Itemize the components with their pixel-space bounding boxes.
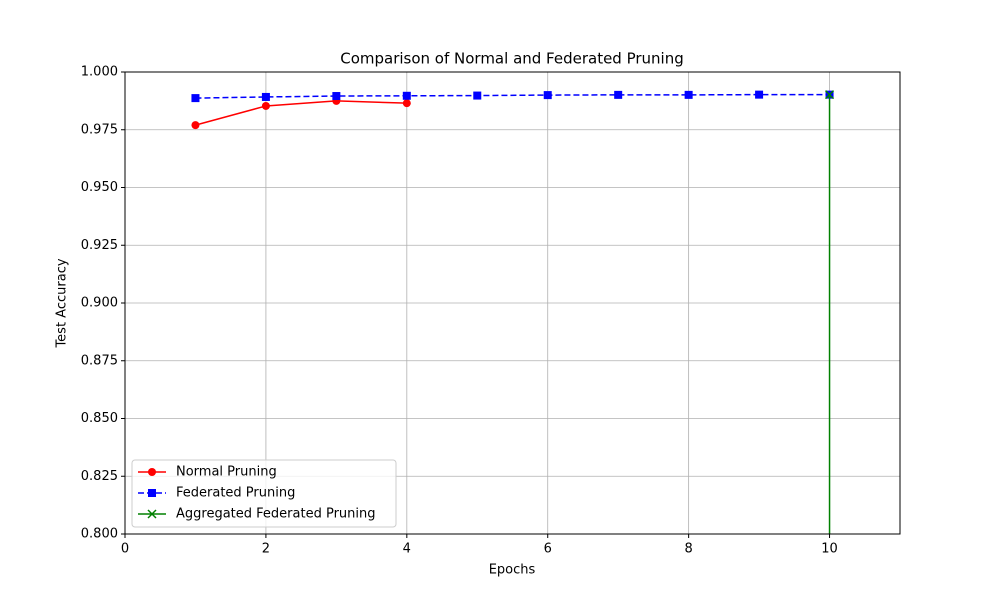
y-tick-label: 0.800 — [81, 527, 118, 542]
x-tick-label: 10 — [821, 542, 838, 557]
point — [614, 90, 623, 99]
point — [684, 90, 693, 99]
x-tick-label: 2 — [262, 542, 270, 557]
point — [191, 121, 200, 130]
legend: Normal Pruning Federated Pruning Aggregate… — [131, 459, 397, 528]
y-tick-label: 0.900 — [81, 296, 118, 311]
y-axis-label: Test Accuracy — [55, 258, 70, 348]
x-tick-label: 8 — [684, 542, 692, 557]
legend-box — [131, 459, 397, 528]
y-tick-label: 1.000 — [81, 65, 118, 80]
x-axis-label: Epochs — [489, 563, 536, 578]
plot-area — [191, 90, 835, 534]
x-tick-label: 6 — [544, 542, 552, 557]
point — [332, 92, 341, 101]
x-tick-label: 4 — [403, 542, 411, 557]
legend-marker — [148, 489, 156, 497]
legend-label: Federated Pruning — [176, 486, 295, 501]
y-tick-label: 0.850 — [81, 411, 118, 426]
legend-label: Aggregated Federated Pruning — [176, 507, 376, 522]
point — [543, 91, 552, 100]
legend-label: Normal Pruning — [176, 465, 277, 480]
series-line — [195, 100, 407, 126]
y-tick-label: 0.950 — [81, 180, 118, 195]
series-line — [195, 93, 830, 99]
point — [825, 90, 835, 100]
point — [191, 94, 200, 103]
point — [402, 99, 411, 108]
point — [402, 91, 411, 100]
y-tick-label: 0.875 — [81, 353, 118, 368]
y-tick-label: 0.975 — [81, 122, 118, 137]
y-tick-label: 0.825 — [81, 469, 118, 484]
y-tick-label: 0.925 — [81, 238, 118, 253]
legend-marker — [148, 468, 156, 476]
ticks: 0 2 4 6 8 10 0.800 0.825 0.850 0.875 0.900 0.925 0.9… — [81, 65, 838, 557]
chart-title: Comparison of Normal and Federated Pruni… — [340, 50, 684, 68]
point — [473, 91, 482, 100]
point — [261, 92, 270, 101]
legend-marker — [147, 509, 157, 519]
point — [261, 101, 270, 110]
x-tick-label: 0 — [121, 542, 129, 557]
point — [755, 90, 764, 99]
